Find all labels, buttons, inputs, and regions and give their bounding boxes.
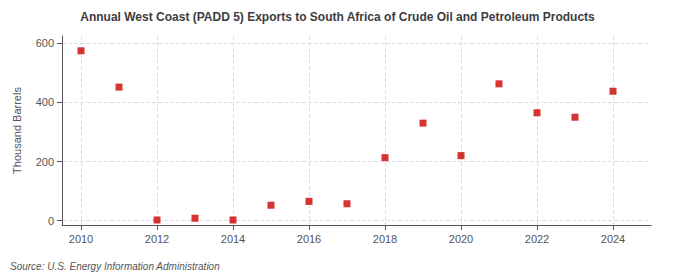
svg-text:2012: 2012 (145, 233, 169, 245)
svg-text:200: 200 (36, 156, 54, 168)
svg-text:2024: 2024 (601, 233, 625, 245)
svg-text:Thousand Barrels: Thousand Barrels (11, 87, 23, 174)
svg-text:2014: 2014 (221, 233, 245, 245)
svg-text:2018: 2018 (373, 233, 397, 245)
svg-text:Annual West Coast (PADD 5) Exp: Annual West Coast (PADD 5) Exports to So… (80, 10, 595, 24)
svg-text:2016: 2016 (297, 233, 321, 245)
svg-text:2022: 2022 (525, 233, 549, 245)
svg-text:600: 600 (36, 37, 54, 49)
svg-text:2020: 2020 (449, 233, 473, 245)
svg-text:Source: U.S. Energy Informatio: Source: U.S. Energy Information Administ… (10, 261, 220, 272)
svg-text:400: 400 (36, 96, 54, 108)
svg-text:2010: 2010 (69, 233, 93, 245)
svg-text:0: 0 (48, 215, 54, 227)
